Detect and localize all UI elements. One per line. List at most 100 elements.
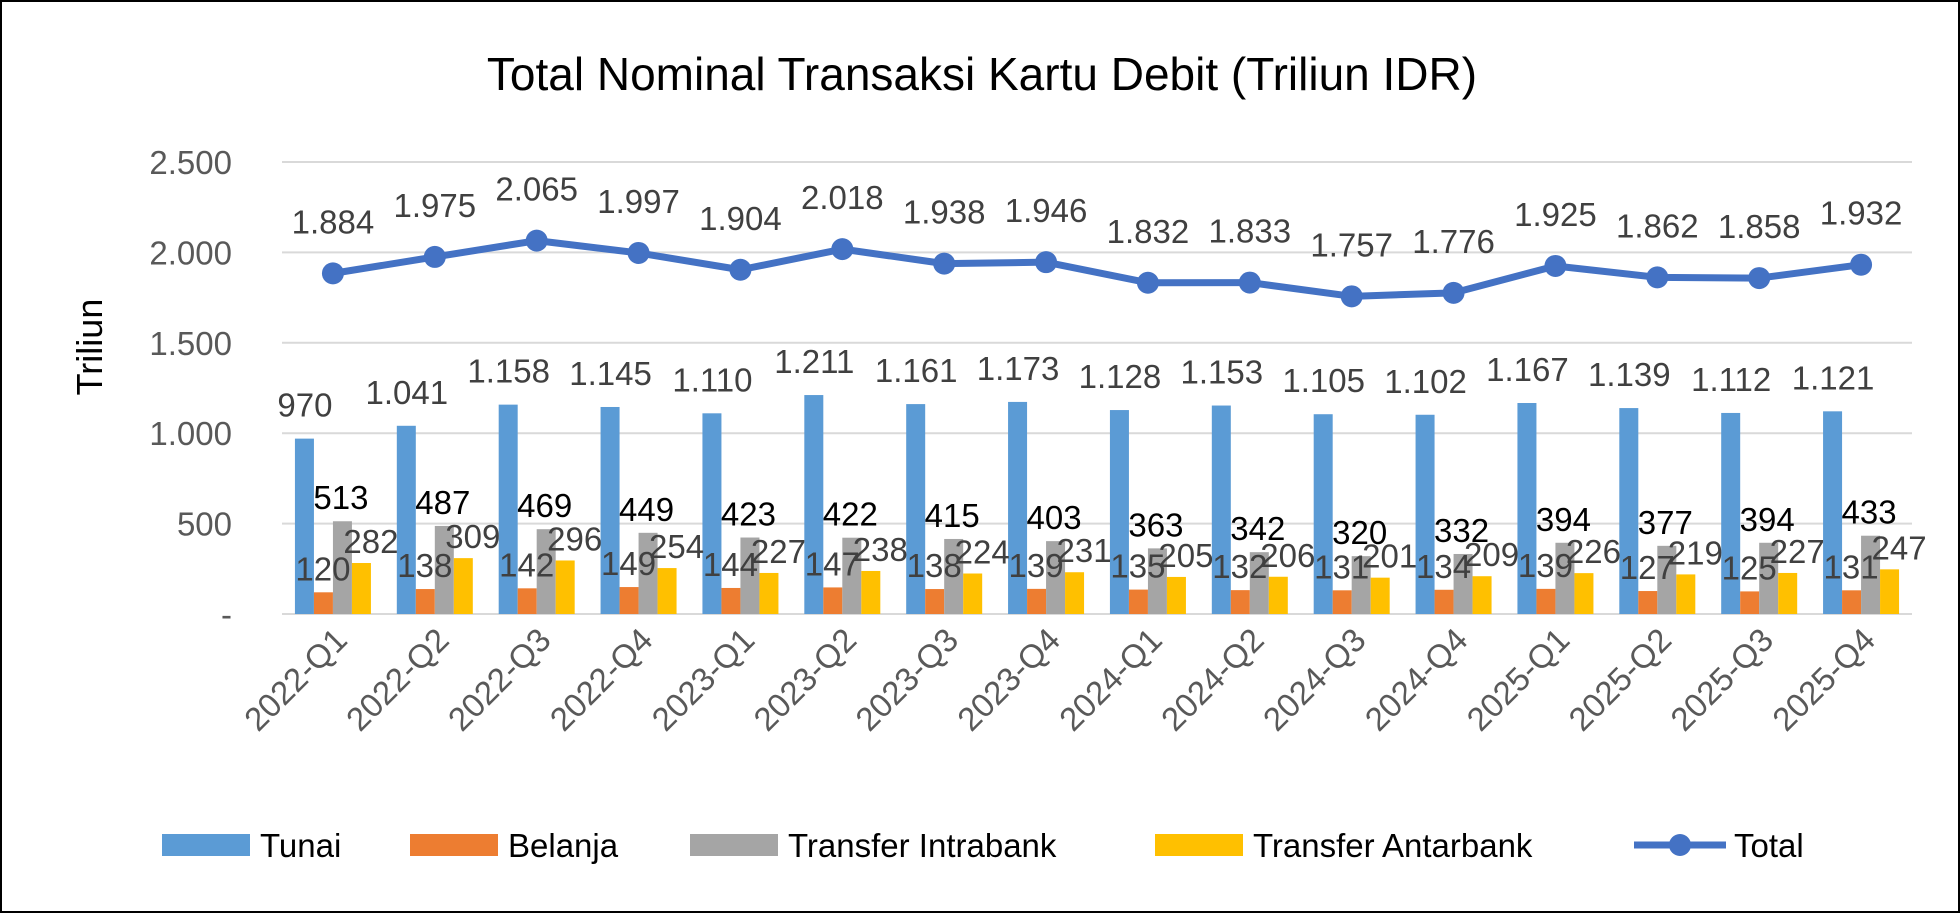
x-tick-label: 2022-Q4 (543, 621, 660, 738)
data-label-transfer-antarbank: 309 (445, 518, 500, 555)
x-tick-label: 2024-Q3 (1256, 621, 1373, 738)
bar-tunai (396, 425, 416, 614)
bar-belanja (619, 587, 639, 614)
data-label-transfer-antarbank: 219 (1668, 534, 1723, 571)
data-labels: 970 1.041 1.158 1.145 1.110 1.211 1.161 1.173 1.… (277, 171, 1926, 588)
bar-belanja (1638, 591, 1658, 614)
data-label-tunai: 1.128 (1079, 358, 1162, 395)
total-point (1850, 253, 1873, 276)
data-label-belanja: 147 (805, 545, 860, 582)
bar-belanja (1842, 590, 1862, 614)
total-point (729, 258, 752, 281)
x-tick-label: 2025-Q4 (1765, 621, 1882, 738)
data-label-belanja: 142 (499, 546, 554, 583)
data-label-belanja: 139 (1518, 547, 1573, 584)
bar-belanja (415, 589, 435, 614)
bar-belanja (1740, 591, 1760, 614)
x-tick-label: 2024-Q2 (1154, 621, 1271, 738)
y-axis-label: Triliun (69, 299, 110, 396)
bar-tunai (1823, 411, 1843, 614)
total-point (831, 238, 854, 261)
data-label-transfer-intrabank: 433 (1842, 494, 1897, 531)
data-label-tunai: 1.158 (467, 353, 550, 390)
data-label-belanja: 131 (1824, 548, 1879, 585)
y-tick-label: 2.000 (149, 234, 232, 271)
data-label-total: 1.884 (292, 203, 375, 240)
total-point (1442, 281, 1465, 304)
bar-tunai (1211, 405, 1231, 614)
data-label-transfer-antarbank: 201 (1362, 538, 1417, 575)
data-label-belanja: 139 (1009, 547, 1064, 584)
bar-tunai (1721, 412, 1741, 614)
bar-tunai (702, 413, 722, 614)
total-line (321, 229, 1873, 308)
bar-tunai (1313, 414, 1333, 614)
legend-label: Transfer Antarbank (1253, 827, 1533, 864)
total-point (1136, 271, 1159, 294)
data-label-transfer-antarbank: 206 (1260, 537, 1315, 574)
data-label-tunai: 1.041 (366, 374, 449, 411)
data-label-belanja: 131 (1314, 548, 1369, 585)
total-point (1646, 266, 1669, 289)
bar-belanja (1128, 589, 1148, 614)
data-label-belanja: 134 (1416, 548, 1471, 585)
bar-tunai (1008, 401, 1028, 614)
bar-transfer-intrabank (1147, 548, 1167, 614)
bar-tunai (1517, 403, 1537, 614)
data-label-total: 1.858 (1718, 208, 1801, 245)
bar-transfer-antarbank (1166, 576, 1186, 614)
x-tick-label: 2022-Q1 (237, 621, 354, 738)
total-point (933, 252, 956, 275)
data-label-transfer-intrabank: 487 (415, 484, 470, 521)
total-point (1748, 267, 1771, 290)
total-point (1340, 285, 1363, 308)
bar-belanja (1434, 589, 1454, 614)
data-label-tunai: 1.110 (672, 361, 752, 398)
data-label-transfer-intrabank: 394 (1740, 501, 1795, 538)
bar-transfer-intrabank (1351, 556, 1371, 614)
data-label-tunai: 1.102 (1384, 363, 1467, 400)
x-tick-label: 2024-Q1 (1052, 621, 1169, 738)
bar-transfer-intrabank (1249, 552, 1269, 614)
x-tick-label: 2024-Q4 (1358, 621, 1475, 738)
legend: Tunai Belanja Transfer Intrabank Transfer A… (162, 827, 1804, 864)
bar-transfer-antarbank (555, 560, 575, 614)
data-label-transfer-intrabank: 377 (1638, 504, 1693, 541)
data-label-total: 2.065 (495, 171, 578, 208)
data-label-total: 2.018 (801, 179, 884, 216)
total-point (525, 229, 548, 252)
bar-transfer-intrabank (1759, 542, 1779, 614)
y-tick-label: 1.500 (149, 325, 232, 362)
bar-belanja (721, 587, 741, 614)
y-axis-ticks: - 500 1.000 1.500 2.000 2.500 (149, 144, 232, 633)
bar-belanja (517, 588, 537, 614)
bar-belanja (313, 592, 333, 614)
data-label-total: 1.904 (699, 200, 782, 237)
data-label-tunai: 1.211 (774, 343, 854, 380)
data-label-total: 1.862 (1616, 207, 1699, 244)
data-label-belanja: 125 (1722, 549, 1777, 586)
bar-tunai (804, 395, 824, 614)
bar-transfer-antarbank (1065, 572, 1085, 614)
x-tick-label: 2025-Q1 (1459, 621, 1576, 738)
bar-transfer-intrabank (842, 537, 862, 614)
bar-transfer-antarbank (351, 563, 371, 614)
data-label-transfer-antarbank: 224 (955, 534, 1010, 571)
data-label-transfer-intrabank: 320 (1332, 514, 1387, 551)
bar-transfer-intrabank (1046, 541, 1066, 614)
bars (294, 395, 1900, 614)
data-label-transfer-antarbank: 247 (1872, 529, 1927, 566)
total-point (1544, 254, 1567, 277)
data-label-transfer-antarbank: 254 (649, 528, 704, 565)
data-label-belanja: 144 (703, 546, 758, 583)
data-label-total: 1.946 (1005, 192, 1088, 229)
data-label-tunai: 1.153 (1181, 354, 1264, 391)
bar-transfer-antarbank (1574, 573, 1594, 614)
bar-belanja (823, 587, 843, 614)
x-tick-label: 2022-Q2 (339, 621, 456, 738)
bar-transfer-intrabank (536, 529, 556, 614)
data-label-tunai: 970 (277, 387, 332, 424)
total-point (321, 262, 344, 285)
bar-transfer-intrabank (332, 521, 352, 614)
